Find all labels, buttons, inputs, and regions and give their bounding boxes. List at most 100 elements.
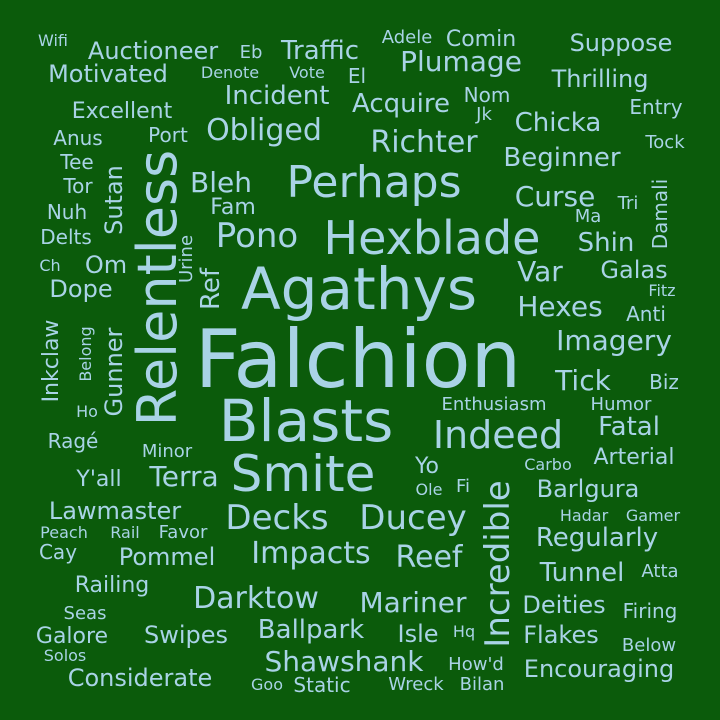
word-humor: Humor	[590, 394, 652, 415]
word-carbo: Carbo	[524, 455, 572, 474]
word-fitz: Fitz	[648, 281, 676, 300]
word-agathys: Agathys	[240, 255, 478, 323]
word-minor: Minor	[141, 441, 193, 462]
word-yo: Yo	[415, 454, 439, 479]
word-eb: Eb	[239, 42, 263, 63]
word-deities: Deities	[522, 591, 606, 619]
word-vote: Vote	[289, 63, 325, 82]
word-seas: Seas	[63, 603, 107, 624]
word-fatal: Fatal	[598, 412, 660, 442]
word-atta: Atta	[641, 561, 679, 582]
word-biz: Biz	[649, 370, 679, 394]
word-ducey: Ducey	[359, 498, 467, 538]
word-ma: Ma	[574, 206, 602, 227]
word-anti: Anti	[626, 302, 666, 326]
word-pono: Pono	[215, 216, 299, 256]
word-bleh: Bleh	[190, 166, 252, 199]
word-beginner: Beginner	[503, 143, 621, 173]
word-lawmaster: Lawmaster	[48, 497, 182, 525]
word-isle: Isle	[397, 620, 439, 648]
word-om: Om	[84, 251, 128, 279]
word-hadar: Hadar	[559, 506, 609, 525]
word-inkclaw: Inkclaw	[39, 319, 64, 403]
word-urine: Urine	[176, 234, 197, 284]
word-fi: Fi	[455, 476, 471, 497]
word-perhaps: Perhaps	[286, 157, 462, 208]
word-solos: Solos	[43, 646, 87, 665]
word-ho: Ho	[76, 402, 98, 421]
word-peach: Peach	[40, 523, 88, 542]
word-acquire: Acquire	[352, 89, 450, 119]
word-smite: Smite	[230, 445, 376, 503]
word-darktow: Darktow	[193, 581, 319, 616]
word-tee: Tee	[60, 150, 94, 174]
word-below: Below	[621, 635, 677, 656]
word-ref: Ref	[196, 267, 226, 311]
word-port: Port	[148, 123, 188, 147]
word-var: Var	[517, 255, 563, 288]
word-blasts: Blasts	[218, 387, 394, 455]
word-ballpark: Ballpark	[257, 615, 365, 645]
word-richter: Richter	[370, 125, 478, 160]
word-plumage: Plumage	[400, 45, 522, 78]
word-shin: Shin	[577, 228, 635, 258]
word-regularly: Regularly	[535, 523, 659, 553]
word-galore: Galore	[35, 624, 109, 649]
word-shawshank: Shawshank	[264, 645, 424, 678]
word-denote: Denote	[200, 63, 260, 82]
word-damali: Damali	[648, 178, 672, 250]
word-favor: Favor	[158, 522, 208, 543]
word-incredible: Incredible	[478, 480, 518, 648]
word-reef: Reef	[395, 540, 463, 575]
word-firing: Firing	[622, 599, 678, 623]
word-mariner: Mariner	[359, 586, 467, 619]
word-swipes: Swipes	[143, 621, 229, 649]
word-barlgura: Barlgura	[536, 475, 640, 503]
word-encouraging: Encouraging	[523, 655, 675, 683]
word-jk: Jk	[476, 104, 492, 125]
word-rage: Ragé	[47, 429, 99, 453]
word-belong: Belong	[76, 326, 95, 382]
word-sutan: Sutan	[100, 165, 128, 235]
word-arterial: Arterial	[593, 445, 675, 470]
word-fam: Fam	[210, 195, 256, 220]
word-enthusiasm: Enthusiasm	[441, 394, 547, 415]
word-hexblade: Hexblade	[323, 211, 541, 265]
word-comin: Comin	[445, 27, 517, 52]
word-goo: Goo	[251, 675, 283, 694]
word-tunnel: Tunnel	[539, 558, 625, 588]
word-indeed: Indeed	[432, 413, 564, 457]
word-curse: Curse	[514, 180, 596, 213]
word-railing: Railing	[74, 573, 150, 598]
word-ole: Ole	[415, 480, 443, 499]
word-pommel: Pommel	[118, 543, 216, 571]
word-incident: Incident	[224, 81, 330, 111]
word-tock: Tock	[645, 132, 685, 153]
word-anus: Anus	[53, 126, 103, 150]
word-entry: Entry	[629, 95, 683, 119]
word-nom: Nom	[463, 83, 511, 107]
word-impacts: Impacts	[251, 536, 371, 571]
word-falchion: Falchion	[194, 313, 522, 406]
word-gamer: Gamer	[625, 506, 681, 525]
word-thrilling: Thrilling	[551, 65, 649, 93]
word-static: Static	[293, 673, 351, 697]
word-traffic: Traffic	[280, 36, 360, 66]
word-excellent: Excellent	[71, 99, 173, 124]
word-terra: Terra	[149, 460, 219, 493]
word-ch: Ch	[39, 256, 61, 275]
word-tor: Tor	[63, 174, 93, 198]
word-tri: Tri	[617, 193, 639, 214]
word-how-d: How'd	[448, 654, 504, 675]
word-cay: Cay	[38, 540, 78, 564]
word-nuh: Nuh	[46, 200, 88, 224]
word-hexes: Hexes	[517, 290, 603, 323]
word-suppose: Suppose	[569, 29, 673, 57]
word-y-all: Y'all	[76, 467, 122, 492]
word-el: El	[347, 64, 367, 88]
word-tick: Tick	[555, 364, 611, 397]
word-obliged: Obliged	[206, 113, 322, 148]
word-delts: Delts	[40, 225, 92, 249]
word-relentless: Relentless	[126, 149, 189, 427]
